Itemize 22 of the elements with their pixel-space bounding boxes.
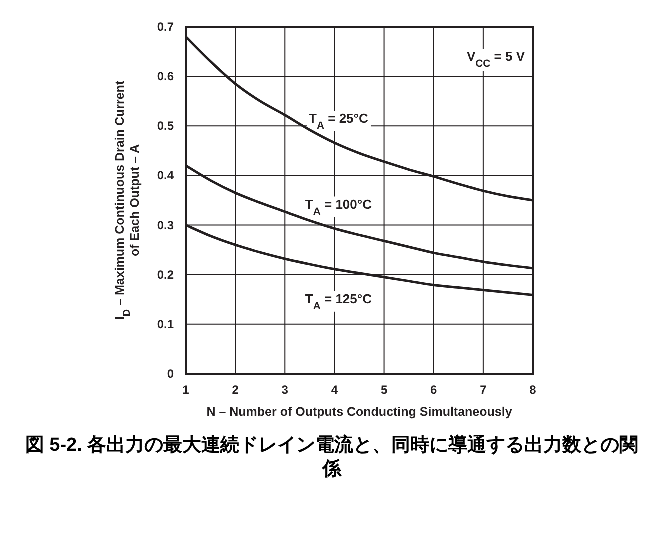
- text: 図 5-2. 各出力の最大連続ドレイン電流と、同時に導通する出力数との関係: [24, 434, 640, 482]
- x-tick-label: 8: [530, 383, 537, 397]
- y-tick-label: 0: [167, 367, 174, 381]
- series-label: T$_{A}$ = 125°C: [305, 291, 373, 312]
- y-tick-label: 0.2: [157, 268, 174, 282]
- y-tick-label: 0.5: [157, 119, 174, 134]
- x-tick-label: 1: [182, 383, 190, 397]
- series-label: T$_{A}$ = 100°C: [305, 196, 373, 218]
- x-tick-label: 4: [331, 383, 338, 397]
- y-tick-label: 0.1: [157, 317, 174, 332]
- y-tick-label: 0.6: [157, 70, 174, 84]
- y-tick-label: 0.4: [157, 168, 174, 183]
- y-tick-label: 0.7: [157, 20, 174, 34]
- x-tick-label: 7: [480, 383, 488, 397]
- x-tick-label: 3: [282, 383, 289, 397]
- x-tick-label: 5: [380, 383, 388, 397]
- x-tick-label: 6: [430, 383, 438, 397]
- x-axis-title: N – Number of Outputs Conducting Simultaneously: [206, 405, 512, 419]
- y-tick-label: 0.3: [157, 218, 174, 232]
- annotation: V$_{CC}$ = 5 V: [466, 49, 526, 70]
- x-tick-label: 2: [232, 383, 240, 397]
- series-label: T$_{A}$ = 25°C: [309, 110, 369, 132]
